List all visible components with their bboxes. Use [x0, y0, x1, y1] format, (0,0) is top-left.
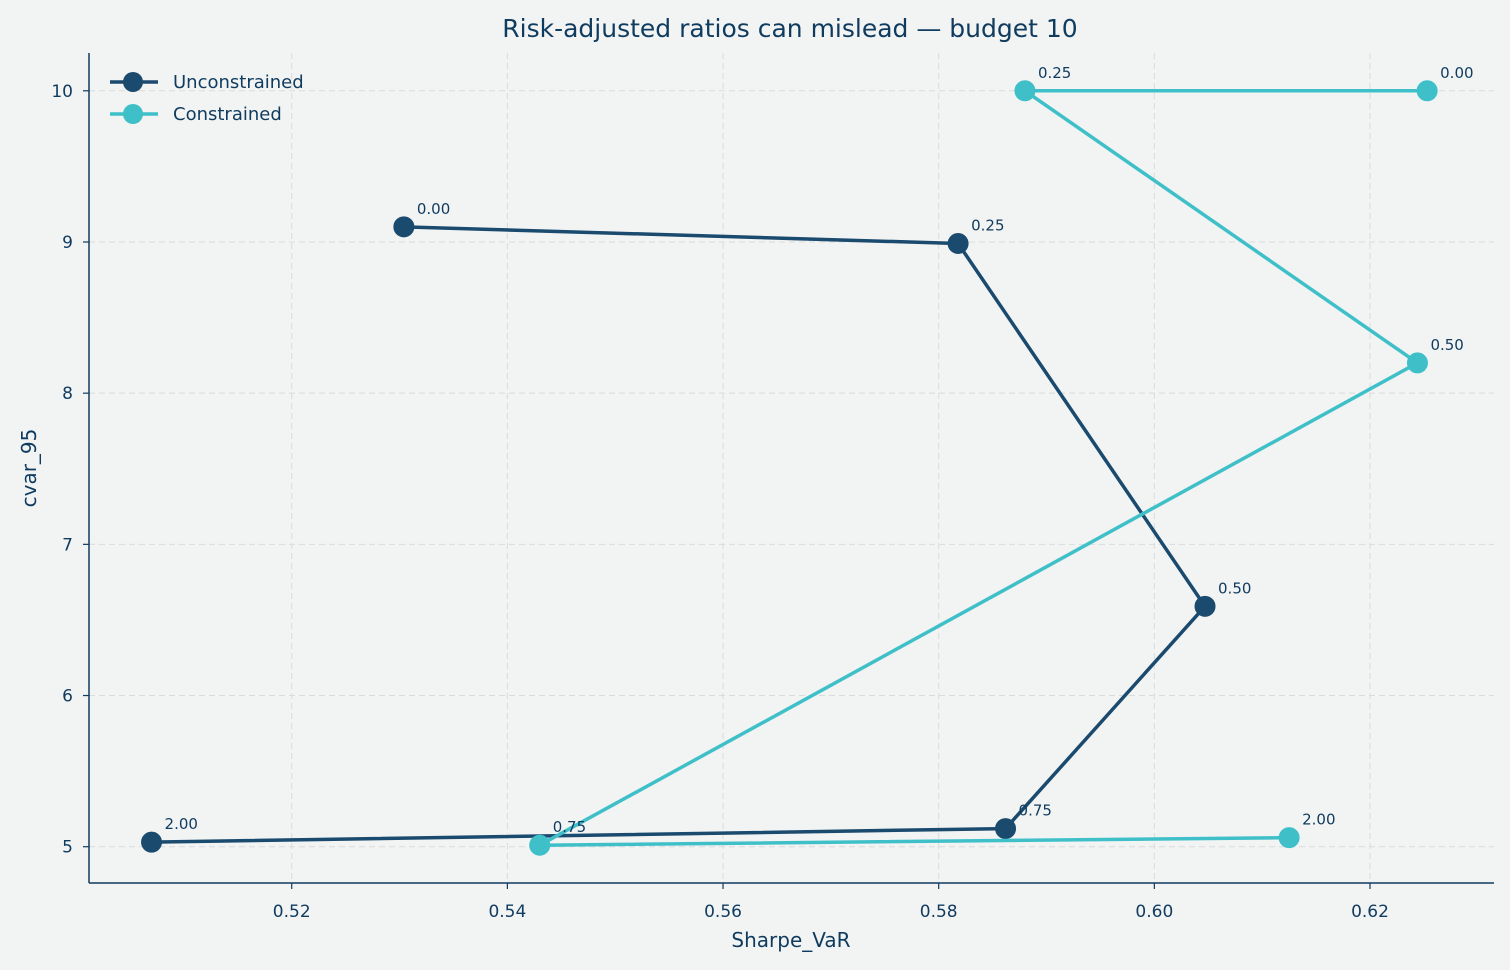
y-tick-label: 10 [51, 82, 73, 102]
data-point [1014, 80, 1036, 102]
y-axis-label: cvar_95 [17, 429, 41, 508]
y-tick-label: 6 [62, 687, 73, 707]
data-point [1416, 80, 1438, 102]
point-label: 0.50 [1218, 579, 1251, 597]
point-label: 0.00 [417, 200, 450, 218]
data-point [393, 216, 415, 238]
series-layer: 0.00 0.25 0.50 0.75 2.00 0.00 0.25 0.50 0.75 2.00 [141, 64, 1474, 856]
legend: Unconstrained Constrained [110, 72, 304, 125]
point-label: 0.75 [1019, 802, 1052, 820]
point-label: 2.00 [165, 815, 198, 833]
x-tick-label: 0.60 [1135, 902, 1173, 922]
y-tick-label: 5 [62, 838, 73, 858]
y-tick-label: 7 [62, 535, 73, 555]
point-label: 0.25 [1038, 64, 1071, 82]
x-tick-label: 0.58 [920, 902, 958, 922]
point-label: 0.00 [1440, 64, 1473, 82]
legend-marker [123, 72, 143, 92]
data-point [529, 834, 551, 856]
chart-title: Risk-adjusted ratios can mislead — budge… [502, 14, 1077, 43]
legend-marker [123, 104, 143, 124]
legend-label: Constrained [173, 104, 282, 125]
x-tick-label: 0.52 [273, 902, 311, 922]
axes [88, 53, 1494, 884]
y-tick-label: 8 [62, 384, 73, 404]
data-point [1194, 595, 1216, 617]
data-point [141, 831, 163, 853]
series-constrained: 0.00 0.25 0.50 0.75 2.00 [529, 64, 1474, 856]
x-ticks: 0.52 0.54 0.56 0.58 0.60 0.62 [273, 883, 1389, 922]
point-label: 0.25 [971, 216, 1004, 234]
series-unconstrained: 0.00 0.25 0.50 0.75 2.00 [141, 200, 1251, 853]
x-tick-label: 0.54 [488, 902, 526, 922]
legend-label: Unconstrained [173, 72, 304, 93]
data-point [1406, 352, 1428, 374]
data-point [1278, 827, 1300, 849]
data-point [995, 818, 1017, 840]
x-tick-label: 0.56 [704, 902, 742, 922]
point-label: 0.75 [553, 818, 586, 836]
point-label: 0.50 [1430, 336, 1463, 354]
x-axis-label: Sharpe_VaR [731, 928, 850, 952]
data-point [947, 232, 969, 254]
y-tick-label: 9 [62, 233, 73, 253]
point-label: 2.00 [1302, 811, 1335, 829]
y-ticks: 5 6 7 8 9 10 [51, 82, 89, 858]
x-tick-label: 0.62 [1351, 902, 1389, 922]
